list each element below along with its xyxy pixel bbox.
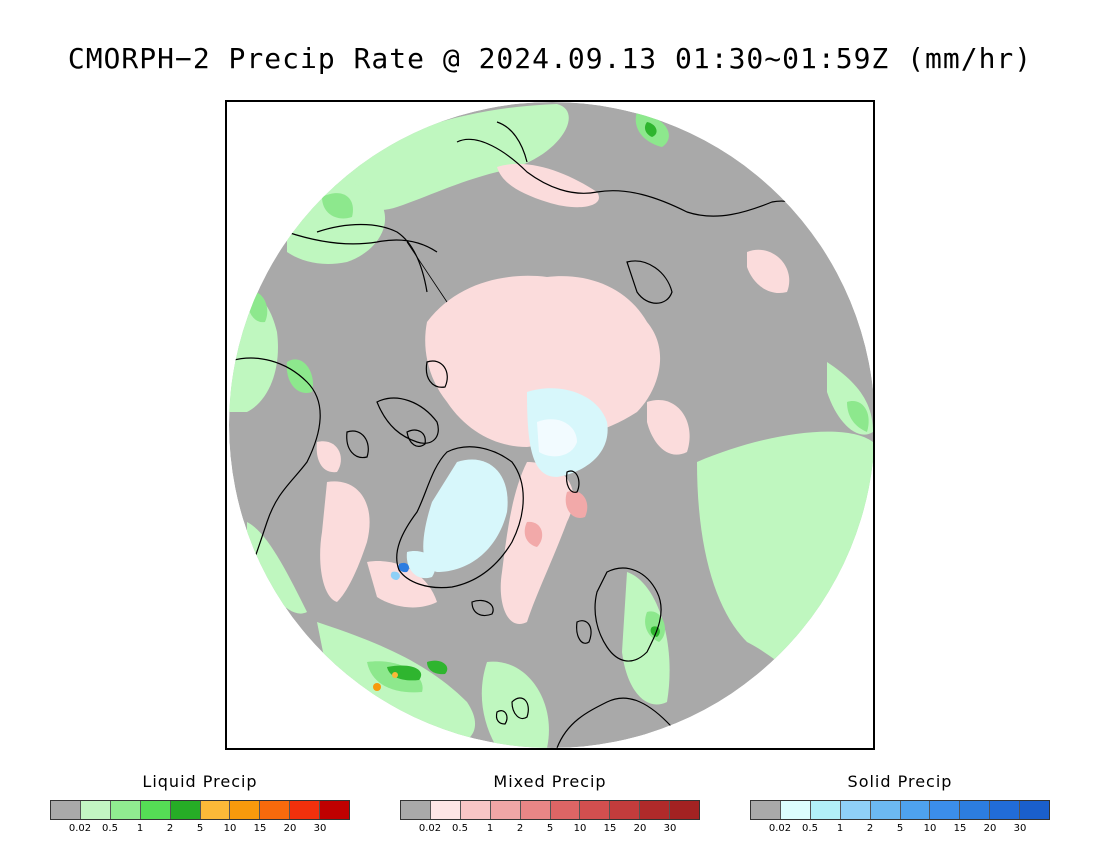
legend-swatch [520,801,551,819]
legend-tick-label: 0.5 [452,823,468,834]
legend-swatch [1020,801,1050,819]
legend-swatch [960,801,991,819]
legend-tick-label: 2 [866,823,874,834]
legend-tick-label: 1 [836,823,844,834]
legend-swatch [430,801,461,819]
legend-tick-label: 30 [663,823,677,834]
legend-tick-label: 5 [896,823,904,834]
legend-tick-label: 30 [313,823,327,834]
map-title: CMORPH−2 Precip Rate @ 2024.09.13 01:30~… [67,42,1033,75]
legend-swatch [80,801,111,819]
legend-solid-colorbar [750,800,1050,820]
legend-liquid-ticks: 0.02 0.5 1 2 5 10 15 20 30 [50,823,350,837]
legend-tick-label: 1 [136,823,144,834]
legend-tick-label: 20 [983,823,997,834]
legend-swatch [110,801,141,819]
legend-liquid-title: Liquid Precip [142,772,258,791]
legend-swatch [460,801,491,819]
legend-swatch [840,801,871,819]
legend-tick-label: 15 [253,823,267,834]
legend-swatch [490,801,521,819]
legend-swatch [401,801,431,819]
legend-swatch [610,801,641,819]
legend-swatch [990,801,1021,819]
legend-solid-ticks: 0.02 0.5 1 2 5 10 15 20 30 [750,823,1050,837]
polar-precip-map [225,100,875,750]
legend-mixed-title: Mixed Precip [493,772,607,791]
legend-swatch [670,801,700,819]
legend-tick-label: 2 [516,823,524,834]
legend-swatch [900,801,931,819]
legend-tick-label: 20 [633,823,647,834]
legend-tick-label: 20 [283,823,297,834]
mixed-precip-moderate [524,491,588,547]
legend-swatch [320,801,350,819]
legend-tick-label: 1 [486,823,494,834]
coastlines [229,121,838,748]
legend-swatch [170,801,201,819]
legend-mixed: Mixed Precip 0.02 0.5 1 2 5 10 15 20 30 [400,770,700,840]
legend-tick-label: 10 [573,823,587,834]
legend-mixed-ticks: 0.02 0.5 1 2 5 10 15 20 30 [400,823,700,837]
legend-solid: Solid Precip 0.02 0.5 1 2 5 10 15 20 30 [750,770,1050,840]
legend-swatch [810,801,841,819]
legend-swatch [230,801,261,819]
boundary-lines [406,241,448,303]
legend-swatch [930,801,961,819]
legend-swatch [200,801,231,819]
mixed-precip-regions [316,163,790,624]
legend-tick-label: 0.5 [802,823,818,834]
legend-solid-title: Solid Precip [847,772,953,791]
legend-tick-label: 15 [953,823,967,834]
legend-swatch [580,801,611,819]
legend-swatch [870,801,901,819]
legend-tick-label: 2 [166,823,174,834]
liquid-precip-heavy [373,122,660,691]
legend-swatch [51,801,81,819]
legend-tick-label: 5 [546,823,554,834]
legend-swatch [780,801,811,819]
legend-swatch [260,801,291,819]
solid-precip-core [390,419,577,580]
legend-tick-label: 0.02 [418,823,442,834]
legend-tick-label: 0.02 [768,823,792,834]
legend-tick-label: 0.5 [102,823,118,834]
legend-tick-label: 10 [923,823,937,834]
legend-swatch [550,801,581,819]
legend-tick-label: 15 [603,823,617,834]
legend-swatch [751,801,781,819]
legend-swatch [290,801,321,819]
legend-tick-label: 5 [196,823,204,834]
legend-liquid: Liquid Precip 0.02 0.5 1 2 5 10 15 20 30 [50,770,350,840]
legend-tick-label: 0.02 [68,823,92,834]
legend-tick-label: 10 [223,823,237,834]
legend-swatch [640,801,671,819]
precip-field [229,102,873,748]
legend-tick-label: 30 [1013,823,1027,834]
legend-swatch [140,801,171,819]
legend-mixed-colorbar [400,800,700,820]
legend-liquid-colorbar [50,800,350,820]
